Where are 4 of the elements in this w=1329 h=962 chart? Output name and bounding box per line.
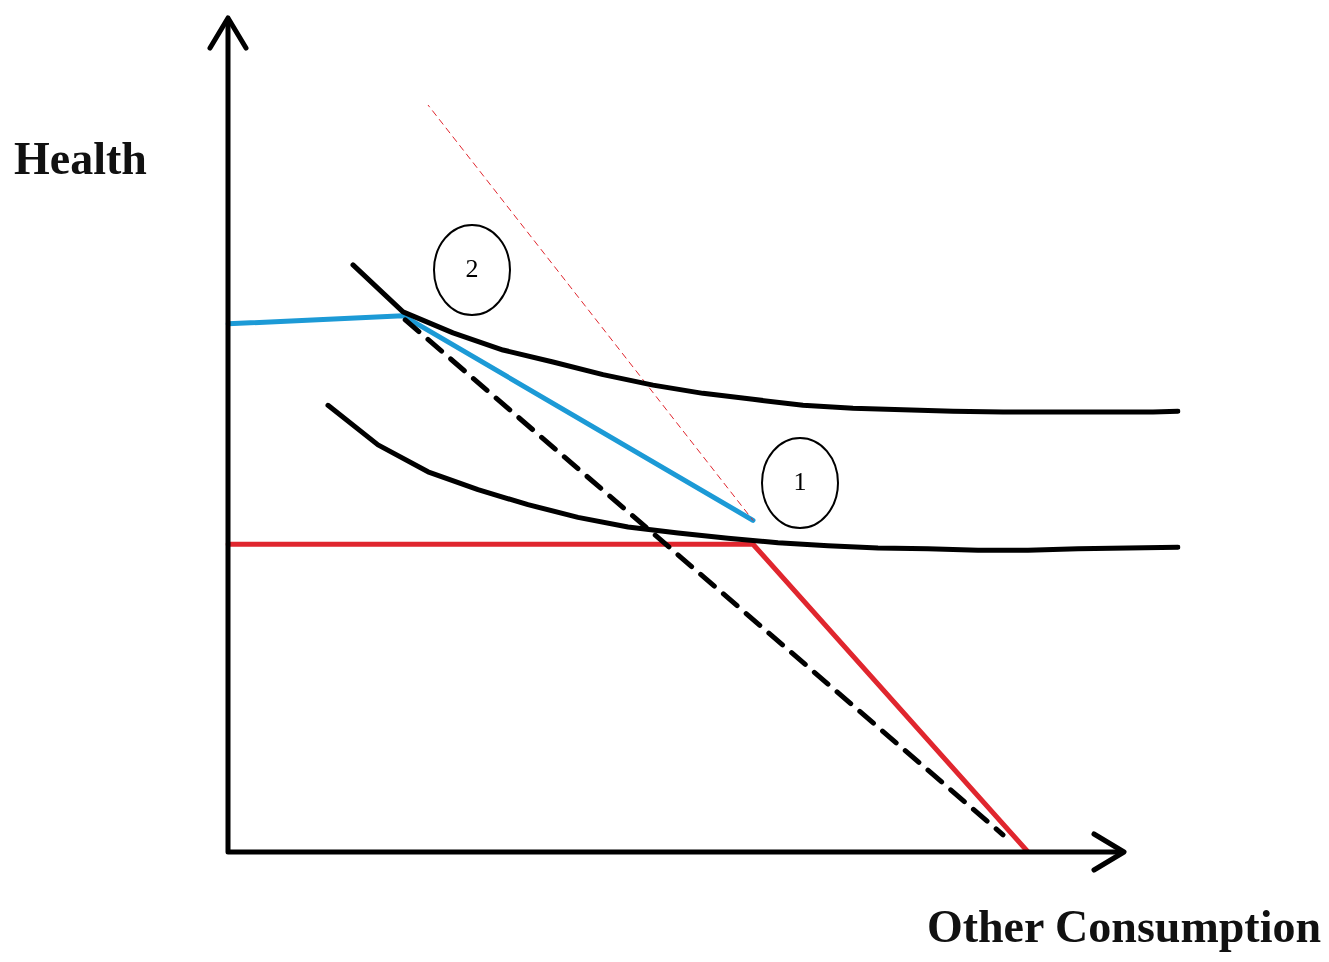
- annotation: 2: [465, 253, 479, 283]
- y-axis-title: Health: [14, 132, 147, 185]
- x-axis-title: Other Consumption: [926, 900, 1321, 953]
- annotation: 1: [793, 466, 807, 496]
